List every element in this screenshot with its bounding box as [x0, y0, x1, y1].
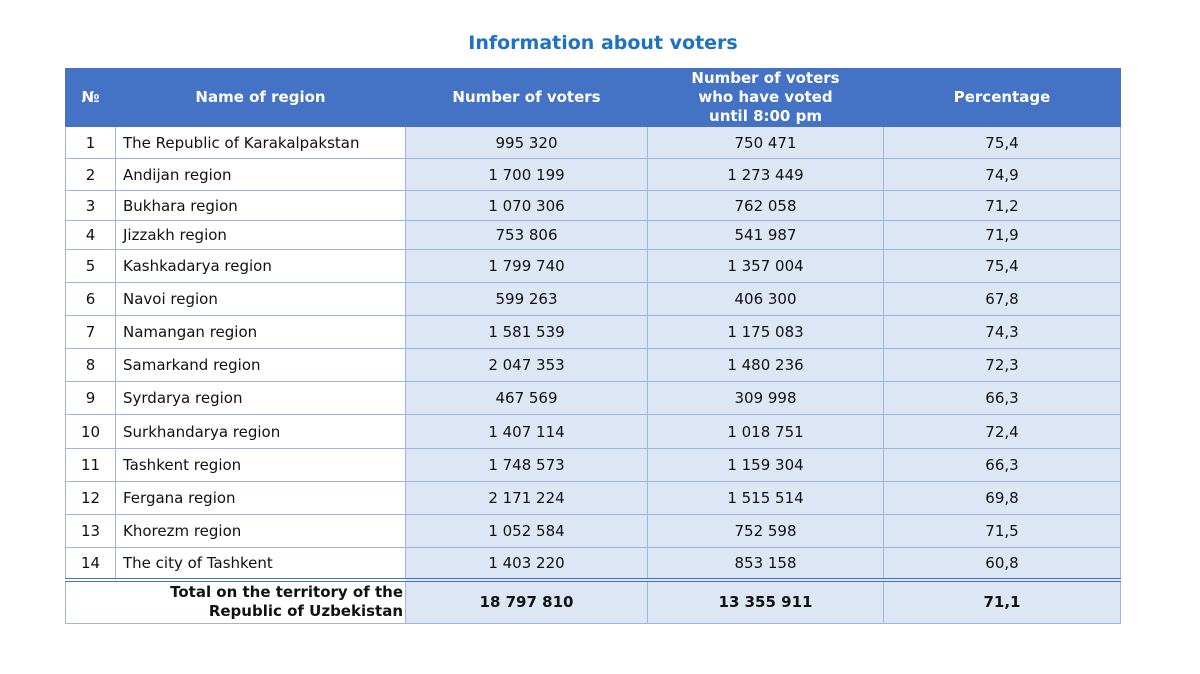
row-voters: 995 320	[405, 126, 648, 159]
table-row: 7 Namangan region 1 581 539 1 175 083 74,3	[65, 315, 1121, 349]
row-voted: 1 175 083	[647, 315, 884, 349]
row-region: Andijan region	[115, 158, 406, 191]
row-voted: 309 998	[647, 381, 884, 415]
row-voted: 1 357 004	[647, 249, 884, 283]
row-percentage: 69,8	[883, 481, 1121, 515]
table-row: 12 Fergana region 2 171 224 1 515 514 69,8	[65, 481, 1121, 515]
row-percentage: 75,4	[883, 126, 1121, 159]
row-number: 2	[65, 158, 116, 191]
row-voted: 752 598	[647, 514, 884, 548]
table-row: 4 Jizzakh region 753 806 541 987 71,9	[65, 220, 1121, 250]
row-voters: 467 569	[405, 381, 648, 415]
row-region: Bukhara region	[115, 190, 406, 221]
table-row: 14 The city of Tashkent 1 403 220 853 158 60…	[65, 547, 1121, 580]
row-region: Namangan region	[115, 315, 406, 349]
row-region: Fergana region	[115, 481, 406, 515]
total-label: Total on the territory of the Republic o…	[65, 577, 406, 624]
header-region: Name of region	[115, 68, 406, 127]
row-number: 8	[65, 348, 116, 382]
row-number: 4	[65, 220, 116, 250]
row-region: Syrdarya region	[115, 381, 406, 415]
table-row: 8 Samarkand region 2 047 353 1 480 236 72,3	[65, 348, 1121, 382]
row-voted: 853 158	[647, 547, 884, 580]
row-percentage: 74,3	[883, 315, 1121, 349]
row-region: The Republic of Karakalpakstan	[115, 126, 406, 159]
row-number: 9	[65, 381, 116, 415]
voters-table: № Name of region Number of voters Number…	[65, 68, 1121, 624]
row-region: Kashkadarya region	[115, 249, 406, 283]
row-region: Samarkand region	[115, 348, 406, 382]
table-row: 1 The Republic of Karakalpakstan 995 320 75…	[65, 126, 1121, 159]
table-row: 6 Navoi region 599 263 406 300 67,8	[65, 282, 1121, 316]
row-voted: 406 300	[647, 282, 884, 316]
row-percentage: 66,3	[883, 448, 1121, 482]
row-voters: 599 263	[405, 282, 648, 316]
total-row: Total on the territory of the Republic o…	[65, 577, 1121, 624]
table-row: 13 Khorezm region 1 052 584 752 598 71,5	[65, 514, 1121, 548]
row-voters: 1 700 199	[405, 158, 648, 191]
row-voters: 1 748 573	[405, 448, 648, 482]
row-number: 6	[65, 282, 116, 316]
table-row: 2 Andijan region 1 700 199 1 273 449 74,9	[65, 158, 1121, 191]
row-voters: 1 403 220	[405, 547, 648, 580]
header-voted: Number of voters who have voted until 8:…	[647, 68, 884, 127]
row-percentage: 66,3	[883, 381, 1121, 415]
row-voted: 1 515 514	[647, 481, 884, 515]
row-voters: 1 070 306	[405, 190, 648, 221]
table-header: № Name of region Number of voters Number…	[65, 68, 1121, 127]
row-number: 7	[65, 315, 116, 349]
row-number: 5	[65, 249, 116, 283]
table-row: 5 Kashkadarya region 1 799 740 1 357 004 75,…	[65, 249, 1121, 283]
row-region: Surkhandarya region	[115, 414, 406, 449]
page-title: Information about voters	[468, 32, 738, 54]
row-voted: 1 159 304	[647, 448, 884, 482]
header-number: №	[65, 68, 116, 127]
row-number: 1	[65, 126, 116, 159]
row-voters: 753 806	[405, 220, 648, 250]
row-voters: 2 171 224	[405, 481, 648, 515]
row-number: 12	[65, 481, 116, 515]
row-percentage: 67,8	[883, 282, 1121, 316]
row-percentage: 71,9	[883, 220, 1121, 250]
row-number: 3	[65, 190, 116, 221]
row-voters: 2 047 353	[405, 348, 648, 382]
row-voted: 1 480 236	[647, 348, 884, 382]
table-row: 3 Bukhara region 1 070 306 762 058 71,2	[65, 190, 1121, 221]
row-percentage: 75,4	[883, 249, 1121, 283]
row-percentage: 74,9	[883, 158, 1121, 191]
row-region: Tashkent region	[115, 448, 406, 482]
table-row: 10 Surkhandarya region 1 407 114 1 018 751 7…	[65, 414, 1121, 449]
row-percentage: 72,3	[883, 348, 1121, 382]
table-row: 11 Tashkent region 1 748 573 1 159 304 66,3	[65, 448, 1121, 482]
row-region: Navoi region	[115, 282, 406, 316]
row-voters: 1 581 539	[405, 315, 648, 349]
row-percentage: 71,5	[883, 514, 1121, 548]
row-percentage: 60,8	[883, 547, 1121, 580]
row-number: 13	[65, 514, 116, 548]
header-voters: Number of voters	[405, 68, 648, 127]
row-number: 14	[65, 547, 116, 580]
total-percentage: 71,1	[883, 577, 1121, 624]
row-region: Jizzakh region	[115, 220, 406, 250]
row-voted: 750 471	[647, 126, 884, 159]
total-voters: 18 797 810	[405, 577, 648, 624]
header-percentage: Percentage	[883, 68, 1121, 127]
row-region: Khorezm region	[115, 514, 406, 548]
row-voted: 1 018 751	[647, 414, 884, 449]
row-percentage: 71,2	[883, 190, 1121, 221]
table-row: 9 Syrdarya region 467 569 309 998 66,3	[65, 381, 1121, 415]
row-voted: 541 987	[647, 220, 884, 250]
row-number: 11	[65, 448, 116, 482]
row-voters: 1 052 584	[405, 514, 648, 548]
row-voted: 1 273 449	[647, 158, 884, 191]
row-number: 10	[65, 414, 116, 449]
row-percentage: 72,4	[883, 414, 1121, 449]
row-voted: 762 058	[647, 190, 884, 221]
row-voters: 1 799 740	[405, 249, 648, 283]
row-region: The city of Tashkent	[115, 547, 406, 580]
total-voted: 13 355 911	[647, 577, 884, 624]
row-voters: 1 407 114	[405, 414, 648, 449]
